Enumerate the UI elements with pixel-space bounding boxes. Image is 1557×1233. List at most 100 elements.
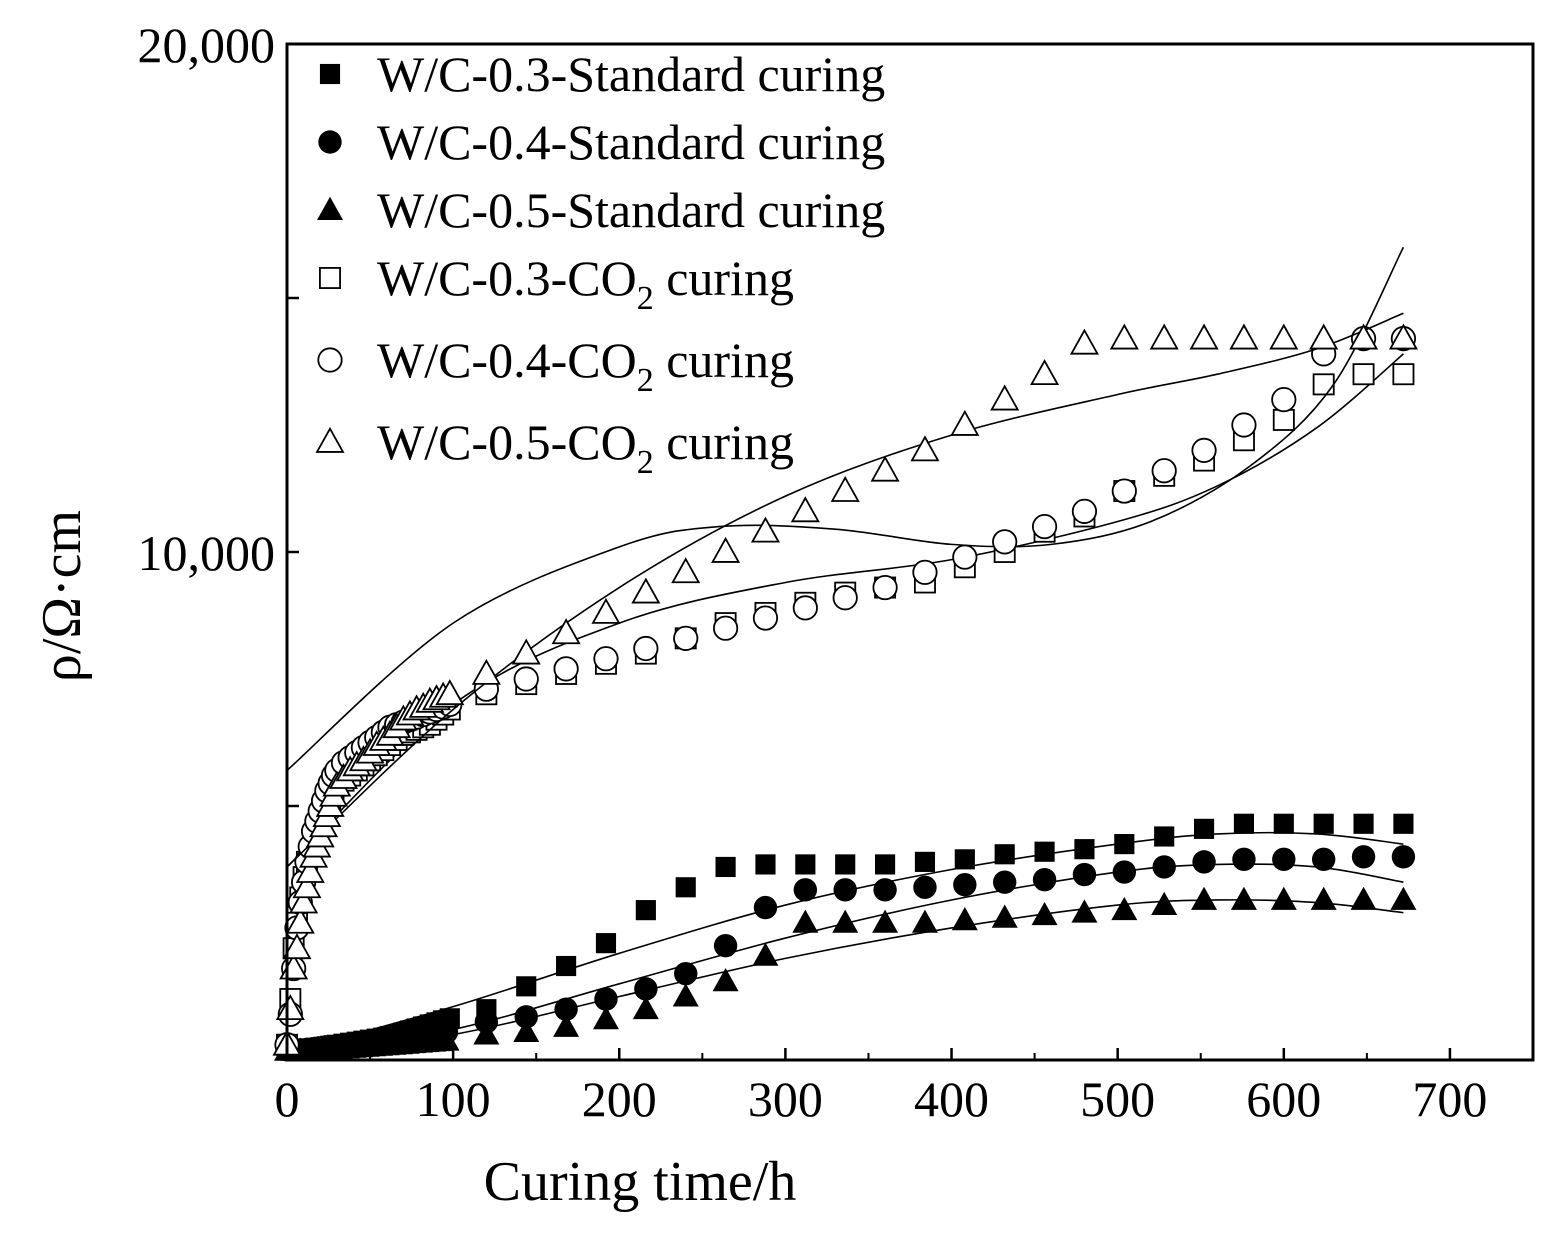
data-point [1311,847,1336,872]
data-point [870,455,900,482]
data-point [1031,513,1058,540]
data-point [1031,901,1058,926]
legend: W/C-0.3-Standard curing W/C-0.4-Standard … [315,46,885,481]
plot-area [272,246,1418,1062]
data-point [835,854,856,875]
data-point [1391,845,1416,869]
data-point [992,529,1018,555]
data-point [1072,862,1097,887]
data-point [951,907,978,931]
data-point [592,1006,619,1030]
data-point [795,854,816,875]
x-tick-label: 600 [1246,1071,1321,1127]
data-point [1272,408,1295,431]
x-axis-label: Curing time/h [484,1151,797,1213]
data-point [513,666,539,692]
legend-item: W/C-0.4-CO2 curing [317,332,794,399]
x-tick-label: 700 [1412,1071,1487,1127]
axes: 0 100 200 300 400 500 600 700 10,000 20,000 Curing… [31,17,1535,1213]
data-point [792,909,819,933]
data-point [1352,363,1375,386]
legend-marker [319,63,341,85]
data-point [553,1013,580,1037]
data-point [913,875,937,899]
series-3 [274,886,1417,1061]
data-point [1388,323,1418,350]
data-point [910,435,940,462]
data-point [753,895,778,920]
data-point [1312,373,1335,396]
data-point [635,900,656,921]
x-tick-label: 0 [275,1071,300,1127]
data-point [1309,323,1339,350]
y-tick-label: 10,000 [138,525,276,581]
data-point [1390,886,1417,910]
data-point [833,878,857,902]
data-point [674,961,698,986]
data-point [553,656,579,682]
data-point [671,557,701,584]
legend-label: W/C-0.4-CO2 curing [377,332,794,399]
data-point [830,475,860,502]
data-point [873,878,897,902]
data-point [295,856,325,883]
data-point [1269,323,1299,350]
data-point [1109,323,1139,350]
fit-curve [286,246,1405,772]
data-point [952,544,978,570]
data-point [1189,323,1219,350]
data-point [672,983,699,1007]
data-point [1071,498,1098,524]
data-point [1230,886,1257,910]
data-point [285,907,315,934]
data-point [556,955,577,977]
data-point [1151,891,1178,916]
data-point [1270,886,1297,910]
x-tick-label: 500 [1080,1071,1155,1127]
legend-item: W/C-0.3-Standard curing [319,46,885,102]
data-point [1392,363,1415,386]
data-point [872,574,898,601]
data-point [632,995,659,1020]
x-tick-label: 100 [416,1071,491,1127]
series-6 [272,312,1418,1056]
data-point [1191,437,1217,463]
y-axis-label: ρ/Ω·cm [31,510,93,682]
data-point [1030,359,1060,386]
data-point [1111,896,1138,921]
data-point [275,994,305,1021]
data-point [675,877,696,898]
data-point [793,878,818,902]
data-point [712,968,739,992]
data-point [471,658,501,685]
legend-marker [317,196,343,220]
data-point [1271,386,1297,413]
legend-label: W/C-0.3-CO2 curing [377,250,794,317]
data-point [1393,813,1414,834]
data-point [790,496,820,523]
legend-item: W/C-0.5-Standard curing [317,182,885,238]
data-point [591,597,621,624]
x-tick-label: 300 [748,1071,823,1127]
data-point [595,933,617,954]
x-tick-label: 200 [582,1071,657,1127]
data-point [1034,841,1055,862]
data-point [513,1018,540,1043]
data-point [631,577,661,604]
data-point [1151,458,1177,484]
data-point [1229,323,1259,350]
data-point [991,904,1018,928]
data-point [433,1027,460,1051]
data-point [1193,818,1215,839]
data-point [1032,867,1057,892]
data-point [994,844,1015,865]
data-point [1149,323,1179,350]
data-point [1191,886,1218,910]
data-point [792,595,818,621]
data-point [1074,839,1095,860]
data-point [832,909,859,933]
data-point [875,854,896,875]
data-point [551,618,581,645]
